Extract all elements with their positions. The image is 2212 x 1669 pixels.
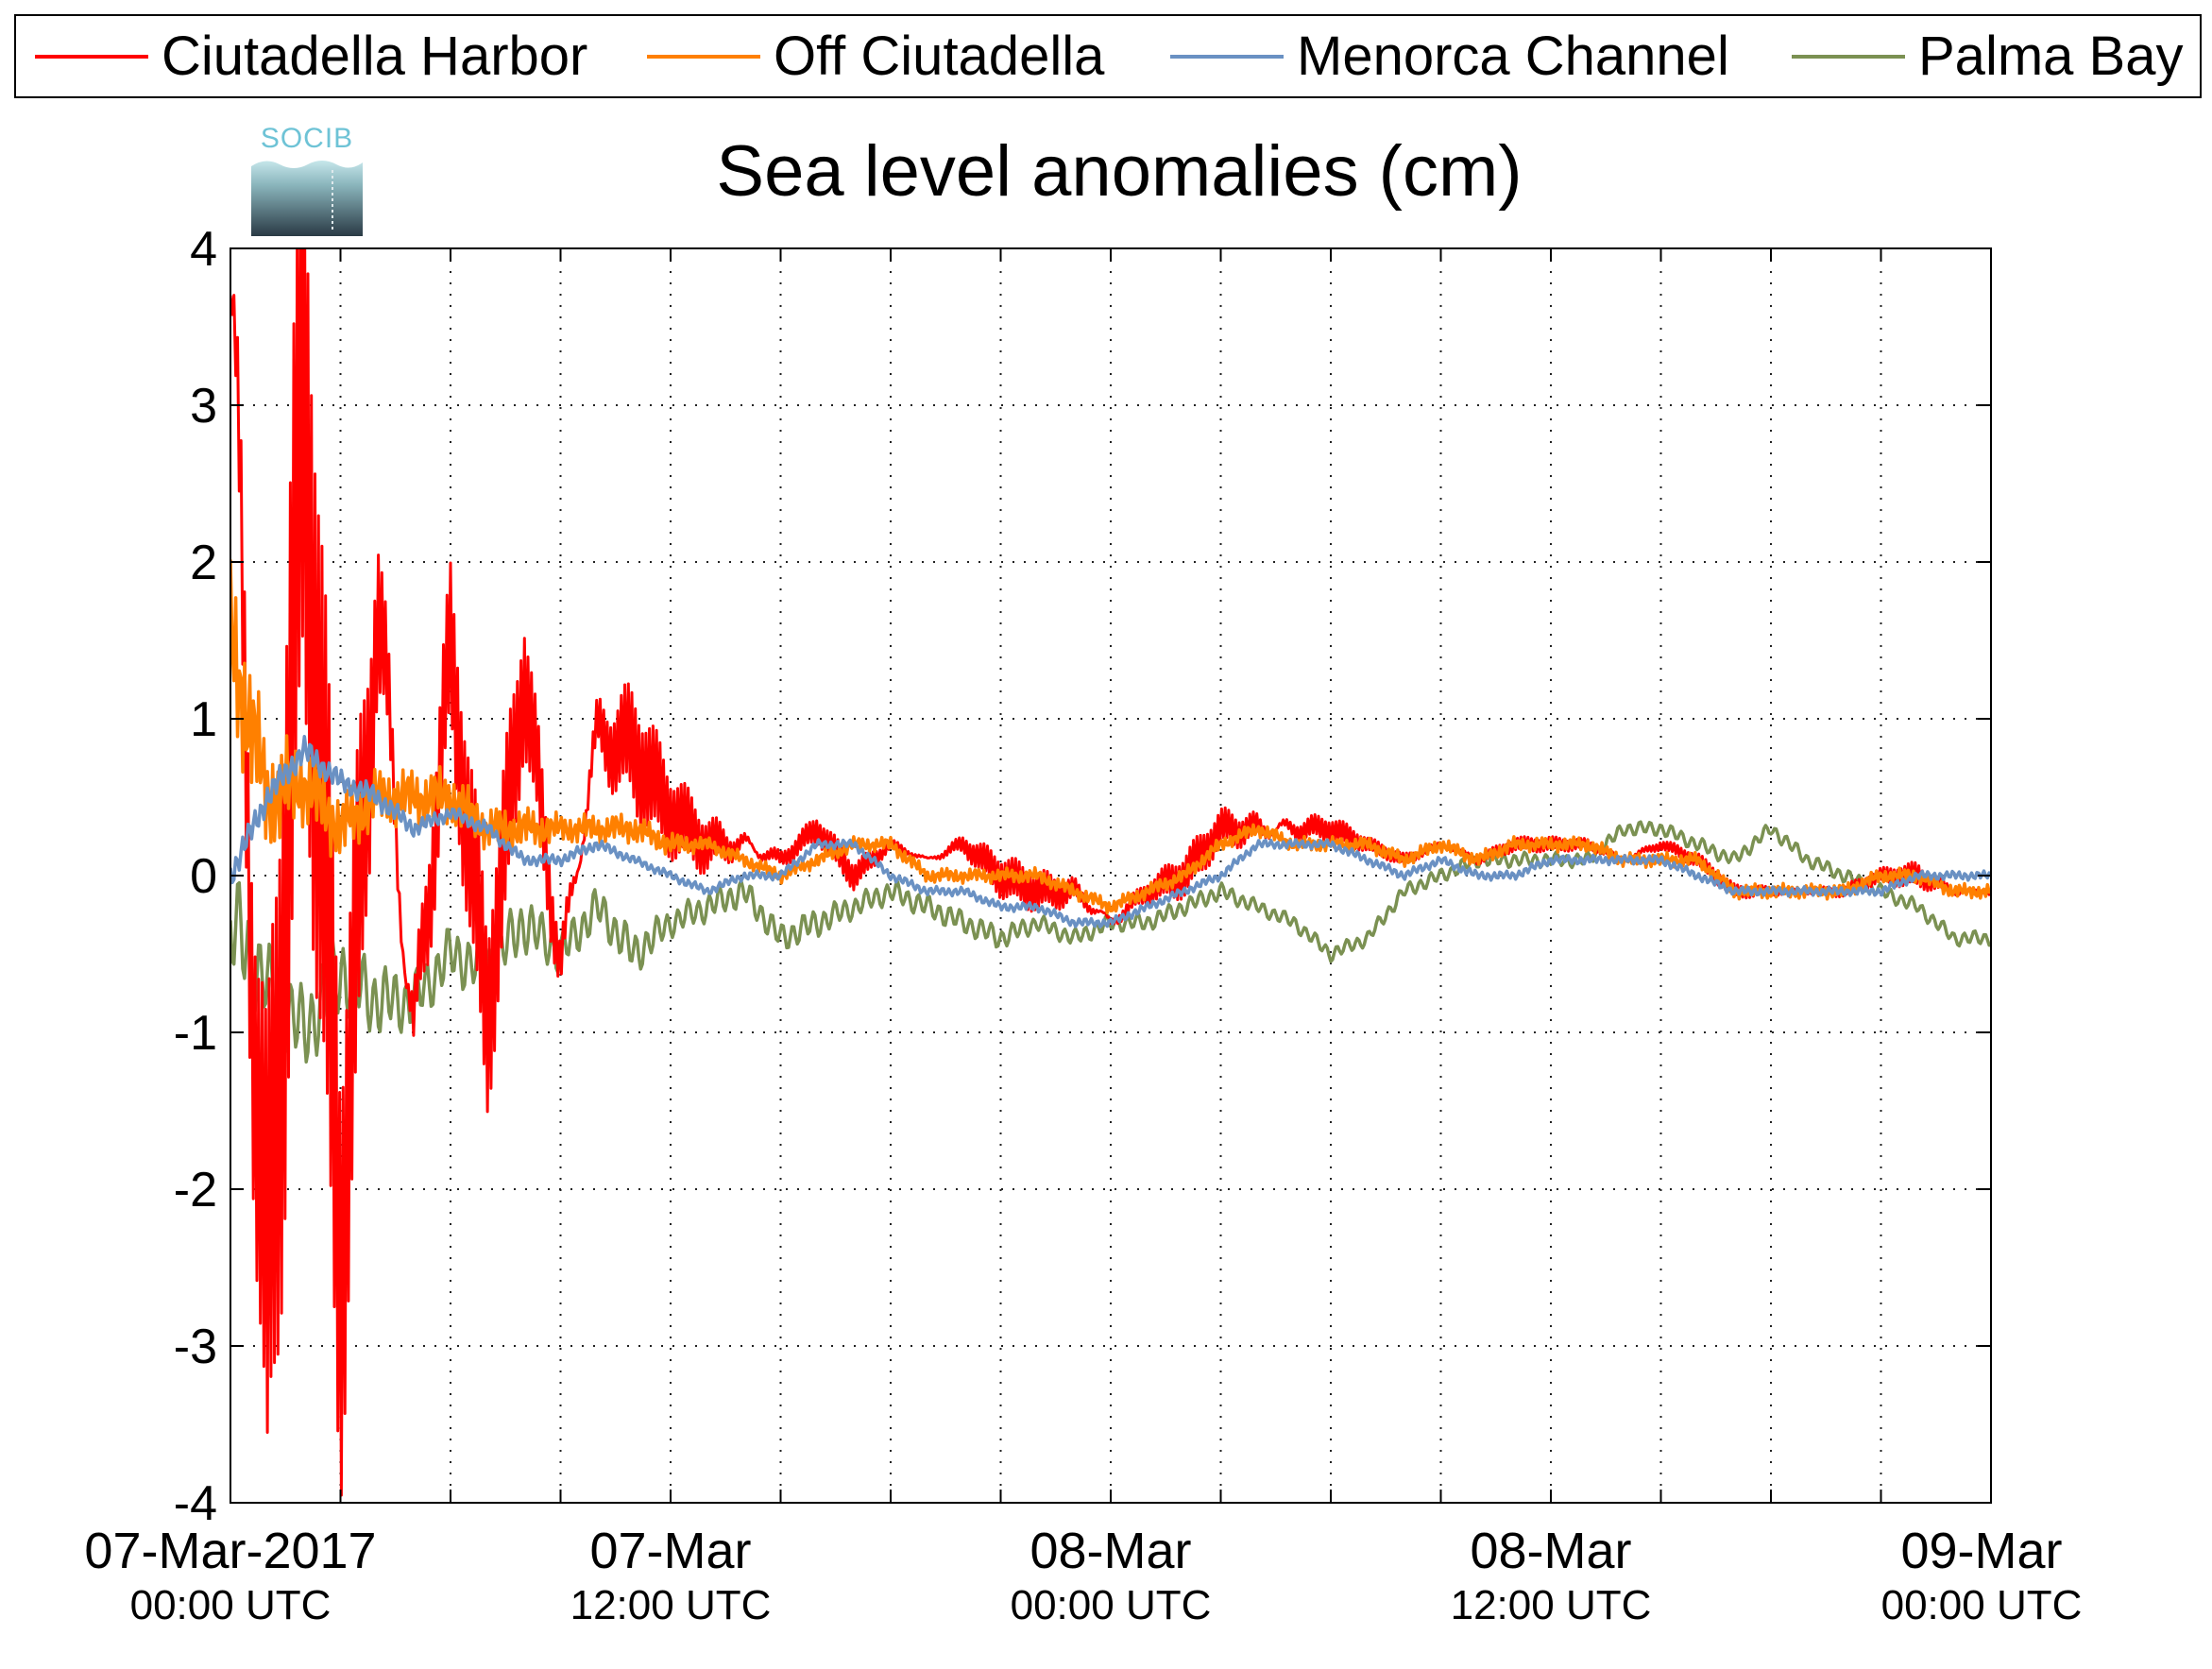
legend-item: Ciutadella Harbor xyxy=(35,16,587,96)
x-tick-label-date: 09-Mar xyxy=(1900,1523,2062,1579)
legend-swatch xyxy=(1792,54,1905,59)
x-tick-label-time: 00:00 UTC xyxy=(1011,1582,1212,1628)
y-tick-label: -2 xyxy=(174,1163,217,1218)
series-group xyxy=(230,248,1991,1497)
grid xyxy=(230,248,1991,1503)
y-tick-label: -1 xyxy=(174,1006,217,1061)
legend-label: Off Ciutadella xyxy=(774,26,1105,87)
y-tick-label: -3 xyxy=(174,1320,217,1374)
legend-swatch xyxy=(1170,54,1284,59)
legend-item: Palma Bay xyxy=(1792,16,2183,96)
legend-label: Palma Bay xyxy=(1918,26,2184,87)
legend-label: Ciutadella Harbor xyxy=(162,26,588,87)
x-tick-label-time: 12:00 UTC xyxy=(1451,1582,1652,1628)
series-line-menorca-channel xyxy=(230,734,1991,928)
series-line-off-ciutadella xyxy=(230,559,1991,914)
x-tick-label-time: 12:00 UTC xyxy=(570,1582,772,1628)
x-tick-label-date: 08-Mar xyxy=(1470,1523,1631,1579)
series-line-palma-bay xyxy=(230,820,1991,1064)
y-tick-label: 1 xyxy=(190,692,217,747)
y-tick-label: 4 xyxy=(190,222,217,277)
y-tick-label: -4 xyxy=(174,1476,217,1531)
legend: Ciutadella Harbor Off Ciutadella Menorca C… xyxy=(14,14,2202,98)
legend-label: Menorca Channel xyxy=(1297,26,1729,87)
chart-title: Sea level anomalies (cm) xyxy=(716,131,1523,212)
legend-item: Menorca Channel xyxy=(1170,16,1729,96)
socib-logo: SOCIB xyxy=(251,121,363,236)
x-tick-label-date: 08-Mar xyxy=(1029,1523,1191,1579)
x-tick-label-date: 07-Mar xyxy=(589,1523,751,1579)
x-tick-label-date: 07-Mar-2017 xyxy=(84,1523,376,1579)
y-tick-label: 0 xyxy=(190,849,217,904)
logo-text: SOCIB xyxy=(261,123,353,154)
y-tick-label: 2 xyxy=(190,536,217,590)
y-tick-label: 3 xyxy=(190,379,217,434)
legend-swatch xyxy=(647,54,760,59)
x-tick-label-time: 00:00 UTC xyxy=(130,1582,332,1628)
legend-swatch xyxy=(35,54,148,59)
x-tick-label-time: 00:00 UTC xyxy=(1881,1582,2083,1628)
legend-item: Off Ciutadella xyxy=(647,16,1104,96)
